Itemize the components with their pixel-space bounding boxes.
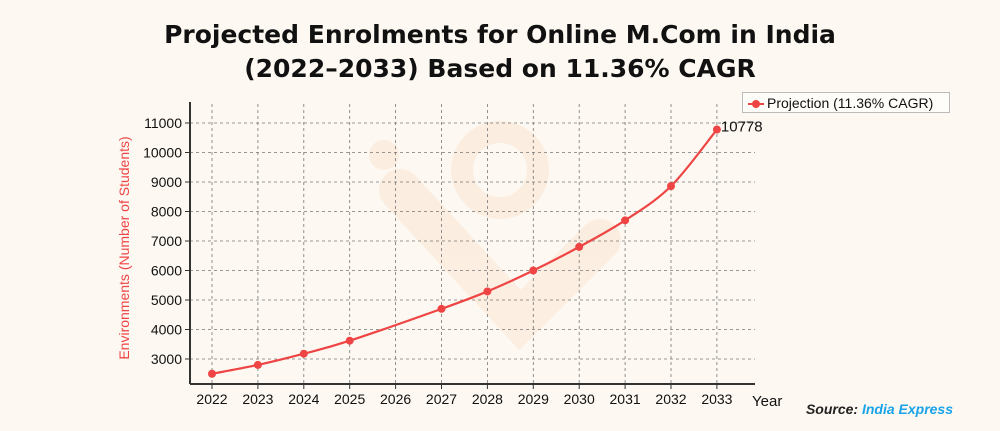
y-axis-label: Environments (Number of Students): [116, 136, 132, 359]
source-label: Source:: [805, 401, 859, 417]
data-label-2033: 10778: [721, 119, 763, 136]
x-tick-label: 2024: [288, 391, 319, 407]
data-point-2030: [575, 242, 584, 251]
y-tick-label: 5000: [151, 292, 182, 308]
x-tick-label: 2032: [655, 391, 686, 407]
legend: Projection (11.36% CAGR): [742, 92, 950, 113]
y-tick-label: 4000: [151, 322, 182, 338]
data-point-2031: [621, 216, 630, 225]
data-point-2022: [208, 369, 216, 378]
x-tick-label: 2030: [564, 391, 595, 407]
source-credit: Source: India Express: [806, 401, 953, 417]
y-tick-label: 6000: [151, 263, 182, 279]
legend-label: Projection (11.36% CAGR): [767, 95, 934, 111]
data-point-2028: [483, 287, 492, 296]
x-tick-label: 2026: [380, 391, 411, 407]
y-tick-labels: 3000 4000 5000 6000 7000 8000 9000 10000 11000: [143, 115, 182, 367]
x-axis-label: Year: [752, 393, 782, 410]
y-tick-label: 7000: [151, 233, 182, 249]
data-point-2029: [529, 266, 538, 275]
data-point-2024: [299, 349, 308, 358]
y-tick-label: 3000: [151, 351, 182, 367]
x-tick-label: 2031: [610, 391, 641, 407]
y-tick-label: 9000: [151, 174, 182, 190]
y-tick-label: 10000: [143, 145, 182, 161]
series-points: [208, 125, 721, 378]
title-line-1: Projected Enrolments for Online M.Com in…: [164, 20, 836, 49]
y-tick-label: 8000: [151, 204, 182, 220]
x-tick-label: 2028: [472, 391, 503, 407]
data-point-2032: [667, 182, 675, 191]
x-tick-label: 2033: [701, 391, 732, 407]
x-tick-label: 2029: [518, 391, 549, 407]
x-tick-label: 2027: [426, 391, 457, 407]
x-tick-label: 2023: [242, 391, 273, 407]
data-point-2023: [253, 360, 262, 369]
watermark-logo: [369, 121, 621, 351]
grid: [190, 104, 755, 384]
axes: [185, 102, 755, 389]
x-tick-labels: 2022 2023 2024 2025 2026 2027 2028 2029 2030 2031…: [196, 391, 732, 407]
legend-marker-icon: [748, 100, 764, 108]
title-line-2: (2022–2033) Based on 11.36% CAGR: [244, 54, 756, 83]
x-tick-label: 2025: [334, 391, 365, 407]
y-tick-label: 11000: [144, 115, 182, 131]
data-point-2033: [712, 125, 721, 134]
chart-title: Projected Enrolments for Online M.Com in…: [0, 18, 1000, 86]
data-point-2027: [437, 304, 446, 313]
data-point-2025: [345, 336, 354, 345]
source-brand-link[interactable]: India Express: [861, 401, 953, 417]
x-tick-label: 2022: [196, 391, 227, 407]
